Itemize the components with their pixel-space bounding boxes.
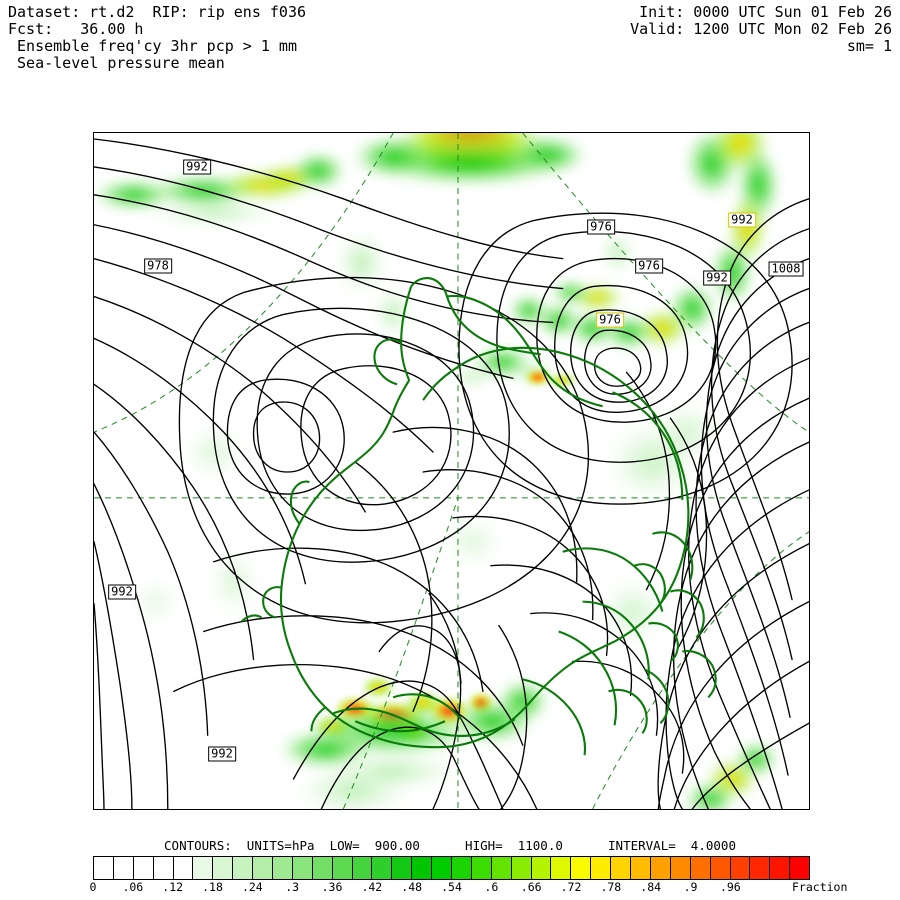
colorbar-cell-9 [273,857,293,879]
colorbar-cell-8 [253,857,274,879]
colorbar-tick: .54 [441,880,462,894]
contour-label: 992 [108,584,136,600]
colorbar-tick: .84 [640,880,662,894]
contour-label: 978 [144,258,172,274]
contour-label: 1008 [768,261,804,277]
colorbar-cell-22 [531,857,552,879]
contour-label: 976 [587,219,615,235]
contour-label: 992 [208,746,236,762]
colorbar-cell-25 [591,857,612,879]
colorbar-tick: .3 [285,880,300,894]
colorbar-cell-15 [392,857,413,879]
colorbar-cell-7 [233,857,254,879]
colorbar-cell-26 [611,857,632,879]
colorbar-cell-30 [690,857,711,879]
colorbar-caption: CONTOURS: UNITS=hPa LOW= 900.00 HIGH= 11… [164,838,736,853]
colorbar-cell-20 [491,857,512,879]
colorbar-cell-34 [770,857,791,879]
colorbar-cell-33 [750,857,771,879]
map-plot-area: 992 978 992 976 976 992 1008 976 992 992 [93,132,810,810]
colorbar-unit-label: Fraction [792,880,848,894]
colorbar-cell-31 [710,857,731,879]
header-left-text: Dataset: rt.d2 RIP: rip ens f036 Fcst: 3… [8,3,307,72]
colorbar-tick: .9 [683,880,698,894]
colorbar-tick: 0 [89,880,97,894]
colorbar-cell-32 [730,857,751,879]
colorbar-cell-13 [352,857,373,879]
colorbar-tick: .12 [162,880,184,894]
colorbar-cell-21 [511,857,532,879]
slp-contours [94,138,809,809]
colorbar-cell-27 [631,857,651,879]
colorbar-cell-6 [213,857,234,879]
contour-label: 976 [635,258,663,274]
header-right-text: Init: 0000 UTC Sun 01 Feb 26 Valid: 1200… [630,3,892,55]
colorbar-cell-10 [292,857,313,879]
contour-label: 976 [596,312,624,328]
colorbar-tick-labels: 0 .06 .12 .18 .24 .3 .36 .42 .48 .54 .6 .66 .72 .78 .8… [89,880,810,896]
colorbar-tick: .06 [122,880,144,894]
colorbar-cell-17 [432,857,453,879]
colorbar-tick: .36 [321,880,343,894]
colorbar-cell-4 [173,857,194,879]
colorbar-cell-23 [551,857,572,879]
contour-label: 992 [728,212,756,228]
colorbar-cell-14 [372,857,393,879]
precip-frequency-shading [94,133,781,809]
colorbar-tick: .6 [484,880,499,894]
colorbar-tick: .42 [361,880,383,894]
colorbar-cell-28 [650,857,671,879]
colorbar [93,856,810,880]
colorbar-cell-35 [790,857,810,879]
colorbar-tick: .24 [241,880,263,894]
colorbar-cell-11 [312,857,333,879]
colorbar-tick: .48 [401,880,423,894]
colorbar-cell-24 [571,857,592,879]
coastline [240,277,717,756]
colorbar-cell-2 [133,857,154,879]
colorbar-cell-1 [113,857,134,879]
colorbar-tick: .66 [520,880,542,894]
colorbar-cell-16 [412,857,433,879]
colorbar-tick: .72 [560,880,582,894]
colorbar-cell-19 [471,857,492,879]
graticule [94,133,809,809]
colorbar-cell-3 [153,857,174,879]
contour-label: 992 [183,159,211,175]
colorbar-tick: .96 [719,880,741,894]
colorbar-cell-18 [452,857,472,879]
colorbar-cell-0 [94,857,114,879]
map-canvas [94,133,809,809]
colorbar-cell-29 [670,857,691,879]
colorbar-cell-5 [193,857,214,879]
colorbar-tick: .78 [600,880,622,894]
colorbar-cell-12 [332,857,353,879]
colorbar-tick: .18 [202,880,223,894]
contour-label: 992 [703,270,731,286]
